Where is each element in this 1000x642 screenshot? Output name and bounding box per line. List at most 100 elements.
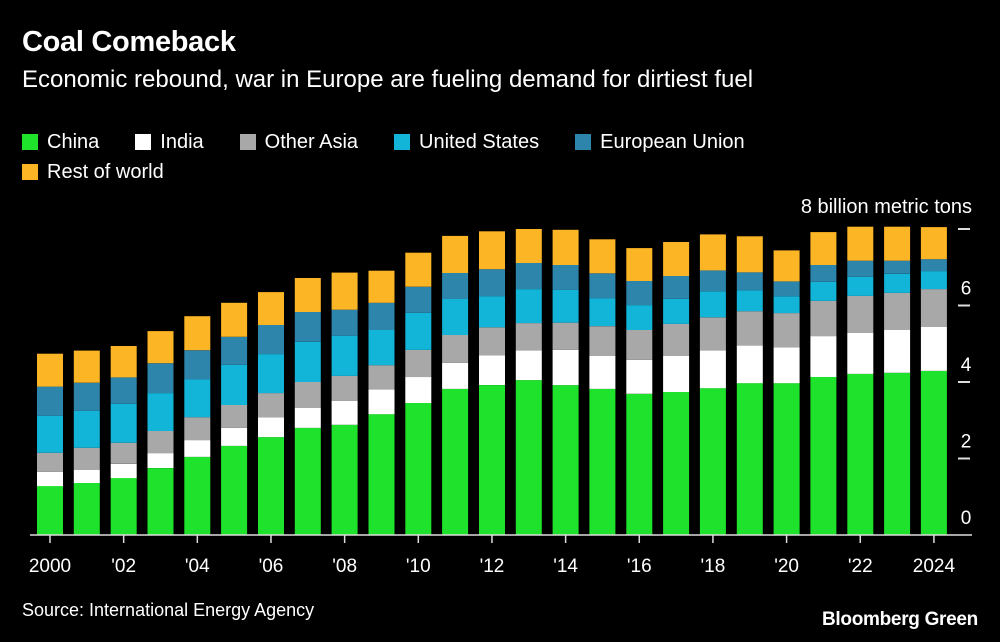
bar-other-asia-2003 [147,431,174,454]
bar-india-2001 [73,470,100,483]
bar-european-union-2015 [589,273,616,299]
x-tick-label-2024: 2024 [913,556,956,577]
bar-united-states-2020 [773,296,800,314]
source-note: Source: International Energy Agency [22,600,315,620]
x-tick-label-2016: '16 [627,556,652,577]
bar-united-states-2013 [515,289,542,324]
bar-other-asia-2004 [184,417,211,441]
bar-china-2007 [294,427,321,535]
bar-china-2022 [847,374,874,535]
bar-rest-of-world-2015 [589,239,616,274]
bar-china-2008 [331,424,358,535]
bar-rest-of-world-2023 [884,226,911,261]
bar-united-states-2008 [331,335,358,376]
bar-china-2003 [147,468,174,535]
bar-india-2019 [736,345,763,384]
bar-stack-2002 [110,346,137,535]
bar-united-states-2021 [810,281,837,301]
bar-china-2021 [810,377,837,535]
bar-european-union-2009 [368,302,395,330]
bar-european-union-2004 [184,350,211,380]
legend-label-other-asia: Other Asia [264,130,359,153]
bar-rest-of-world-2012 [479,231,505,270]
bar-other-asia-2021 [810,300,837,337]
bar-european-union-2002 [110,377,137,404]
bar-rest-of-world-2018 [699,234,726,271]
legend-item-other-asia: Other Asia [239,130,359,154]
bar-european-union-2006 [258,325,284,355]
bar-united-states-2007 [294,341,321,382]
bar-other-asia-2008 [331,375,358,401]
x-tick-label-2010: '10 [406,556,431,577]
bar-india-2012 [479,355,505,385]
legend-label-united-states: United States [419,130,540,153]
bar-india-2004 [184,440,211,457]
bar-other-asia-2002 [110,442,137,464]
y-axis-unit-label: 8 billion metric tons [800,196,972,218]
bar-european-union-2014 [552,265,579,290]
bar-european-union-2013 [515,263,542,289]
bar-united-states-2011 [442,299,469,335]
bar-other-asia-2020 [773,313,800,348]
bar-united-states-2010 [405,312,432,350]
chart-subtitle: Economic rebound, war in Europe are fuel… [22,66,754,93]
bar-european-union-2017 [663,276,690,299]
bar-united-states-2009 [368,330,395,366]
bar-india-2018 [699,350,726,389]
x-tick-label-2022: '22 [848,556,873,577]
bar-united-states-2015 [589,298,616,327]
bar-european-union-2011 [442,273,469,299]
legend-swatch-other-asia [239,134,256,150]
bar-united-states-2018 [699,291,726,318]
bar-rest-of-world-2016 [626,248,653,281]
bar-european-union-2005 [221,336,248,365]
legend: China India Other Asia United States Eur… [22,127,982,187]
bar-stack-2018 [699,234,726,535]
bar-european-union-2012 [479,269,505,297]
bar-china-2014 [552,385,579,535]
bar-stack-2009 [368,270,395,535]
bar-united-states-2004 [184,379,211,418]
bar-china-2019 [736,383,763,535]
bar-stack-2020 [773,250,800,535]
bar-stack-2017 [663,242,690,535]
bar-china-2013 [515,380,542,535]
bar-india-2015 [589,356,616,389]
bar-rest-of-world-2010 [405,252,432,287]
x-tick-label-2002: '02 [111,556,136,577]
bar-rest-of-world-2001 [73,350,100,383]
bar-india-2007 [294,408,321,428]
legend-row-2: Rest of world [22,157,982,187]
bar-india-2021 [810,336,837,377]
y-tick-label-6: 6 [961,279,972,300]
legend-label-india: India [160,130,204,153]
x-tick-label-2004: '04 [185,556,210,577]
bar-united-states-2002 [110,403,137,443]
x-tick-label-2008: '08 [332,556,357,577]
bar-rest-of-world-2024 [920,227,947,260]
bar-united-states-2005 [221,364,248,405]
bar-stack-2008 [331,272,358,535]
bar-european-union-2003 [147,363,174,394]
x-tick-label-2018: '18 [701,556,726,577]
bar-european-union-2016 [626,281,653,306]
bar-united-states-2006 [258,354,284,394]
bar-india-2006 [258,417,284,438]
brand-logo: Bloomberg Green [822,609,978,630]
bar-stack-2023 [884,226,911,535]
bar-india-2009 [368,389,395,415]
y-tick-label-0: 0 [961,508,972,529]
bar-other-asia-2019 [736,311,763,346]
bar-other-asia-2016 [626,330,653,360]
bar-other-asia-2022 [847,295,874,333]
bar-other-asia-2018 [699,317,726,351]
bar-stack-2024 [920,227,947,535]
bar-rest-of-world-2014 [552,229,579,265]
bar-india-2010 [405,377,432,403]
bar-rest-of-world-2022 [847,226,874,261]
bar-china-2010 [405,403,432,535]
bar-rest-of-world-2005 [221,302,248,337]
bar-stack-2003 [147,331,174,535]
bar-other-asia-2010 [405,349,432,378]
bar-united-states-2024 [920,271,947,290]
